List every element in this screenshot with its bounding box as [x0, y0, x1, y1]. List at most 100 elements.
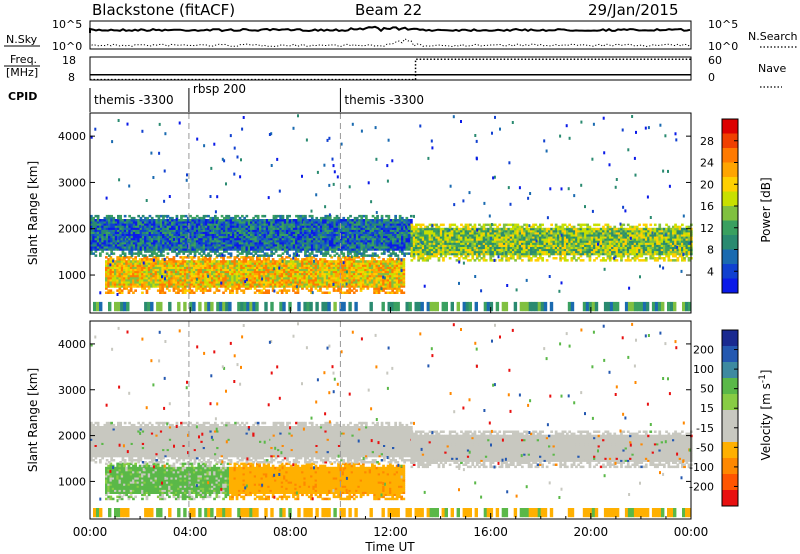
power-echo-cell [121, 246, 125, 249]
power-echo-cell [120, 258, 124, 261]
power-echo-cell [262, 287, 266, 290]
power-echo-cell [120, 285, 124, 288]
power-echo-cell [323, 268, 327, 272]
power-echo-cell [105, 260, 108, 263]
power-echo-cell [156, 283, 160, 286]
power-echo-cell [367, 254, 370, 257]
power-echo-cell [181, 276, 185, 280]
power-echo-cell [307, 276, 311, 280]
power-echo-cell [229, 270, 232, 274]
power-echo-cell [277, 244, 280, 247]
power-echo-cell [192, 262, 196, 265]
power-echo-cell [279, 233, 282, 237]
power-echo-cell [274, 241, 278, 245]
power-echo-cell [272, 227, 276, 230]
power-echo-cell [130, 229, 134, 232]
power-echo-cell [227, 246, 231, 249]
power-echo-cell [144, 221, 147, 224]
power-echo-cell [153, 239, 156, 243]
power-echo-cell [325, 268, 329, 272]
power-echo-cell [94, 244, 98, 247]
power-echo-cell [391, 291, 394, 294]
power-echo-cell [312, 256, 316, 259]
power-echo-cell [125, 262, 128, 265]
power-echo-cell [175, 252, 179, 255]
power-echo-cell [184, 246, 188, 249]
power-echo-cell [263, 241, 267, 245]
power-echo-cell [138, 274, 142, 278]
power-echo-cell [201, 274, 205, 278]
power-echo-cell [287, 260, 291, 263]
power-echo-cell [179, 264, 183, 267]
power-echo-cell [247, 264, 250, 267]
power-echo-cell [181, 264, 185, 267]
power-echo-cell [285, 276, 288, 280]
power-echo-cell [204, 241, 208, 245]
power-echo-cell [227, 221, 231, 224]
power-echo-cell [156, 289, 160, 292]
power-echo-cell [393, 276, 397, 280]
power-echo-cell [123, 221, 127, 224]
power-echo-cell [150, 239, 154, 243]
power-echo-cell [373, 274, 376, 278]
power-echo-cell [310, 289, 313, 292]
power-echo-cell [173, 225, 177, 228]
power-echo-cell [213, 274, 216, 278]
power-echo-cell [227, 252, 231, 255]
power-echo-cell [260, 262, 264, 265]
power-echo-cell [199, 289, 203, 292]
power-echo-cell [216, 246, 219, 249]
power-echo-cell [172, 281, 176, 284]
power-echo-cell [267, 281, 270, 284]
power-echo-cell [204, 274, 207, 278]
power-echo-cell [179, 266, 183, 269]
power-echo-cell [261, 219, 264, 222]
power-echo-cell [321, 274, 325, 278]
power-echo-cell [225, 223, 228, 226]
power-echo-cell [296, 272, 300, 276]
power-echo-cell [150, 276, 153, 280]
power-echo-cell [135, 225, 138, 228]
power-echo-cell [419, 223, 423, 227]
power-echo-cell [252, 237, 255, 241]
power-echo-cell [258, 283, 261, 286]
power-echo-cell [150, 235, 154, 239]
power-echo-cell [159, 241, 163, 245]
power-echo-cell [218, 248, 222, 251]
power-echo-cell [384, 281, 388, 284]
power-echo-cell [274, 272, 277, 276]
power-echo-cell [220, 270, 223, 274]
power-echo-cell [186, 283, 189, 286]
power-echo-cell [261, 254, 264, 257]
power-echo-cell [357, 283, 361, 286]
power-echo-cell [249, 260, 252, 263]
power-echo-cell [364, 270, 367, 274]
power-echo-cell [155, 225, 159, 228]
power-echo-cell [96, 216, 100, 220]
power-echo-cell [181, 291, 185, 294]
power-echo-cell [240, 289, 243, 292]
power-echo-cell [206, 285, 210, 288]
power-echo-cell [141, 287, 144, 290]
power-echo-cell [330, 268, 334, 272]
power-echo-cell [99, 239, 102, 243]
power-echo-cell [223, 237, 226, 241]
power-echo-cell [148, 254, 152, 257]
power-echo-cell [117, 214, 120, 218]
power-echo-cell [346, 276, 349, 280]
power-echo-cell [213, 260, 216, 263]
power-echo-cell [105, 216, 109, 220]
power-echo-cell [355, 260, 358, 263]
power-echo-cell [105, 229, 109, 232]
power-echo-cell [127, 285, 131, 288]
power-echo-cell [229, 231, 233, 234]
power-echo-cell [200, 244, 204, 247]
power-echo-cell [393, 285, 397, 288]
power-echo-cell [105, 225, 109, 228]
power-echo-cell [174, 262, 178, 265]
power-echo-cell [114, 274, 117, 278]
power-echo-cell [147, 274, 151, 278]
power-echo-cell [177, 291, 180, 294]
power-echo-cell [129, 266, 133, 269]
power-echo-cell [165, 260, 169, 263]
